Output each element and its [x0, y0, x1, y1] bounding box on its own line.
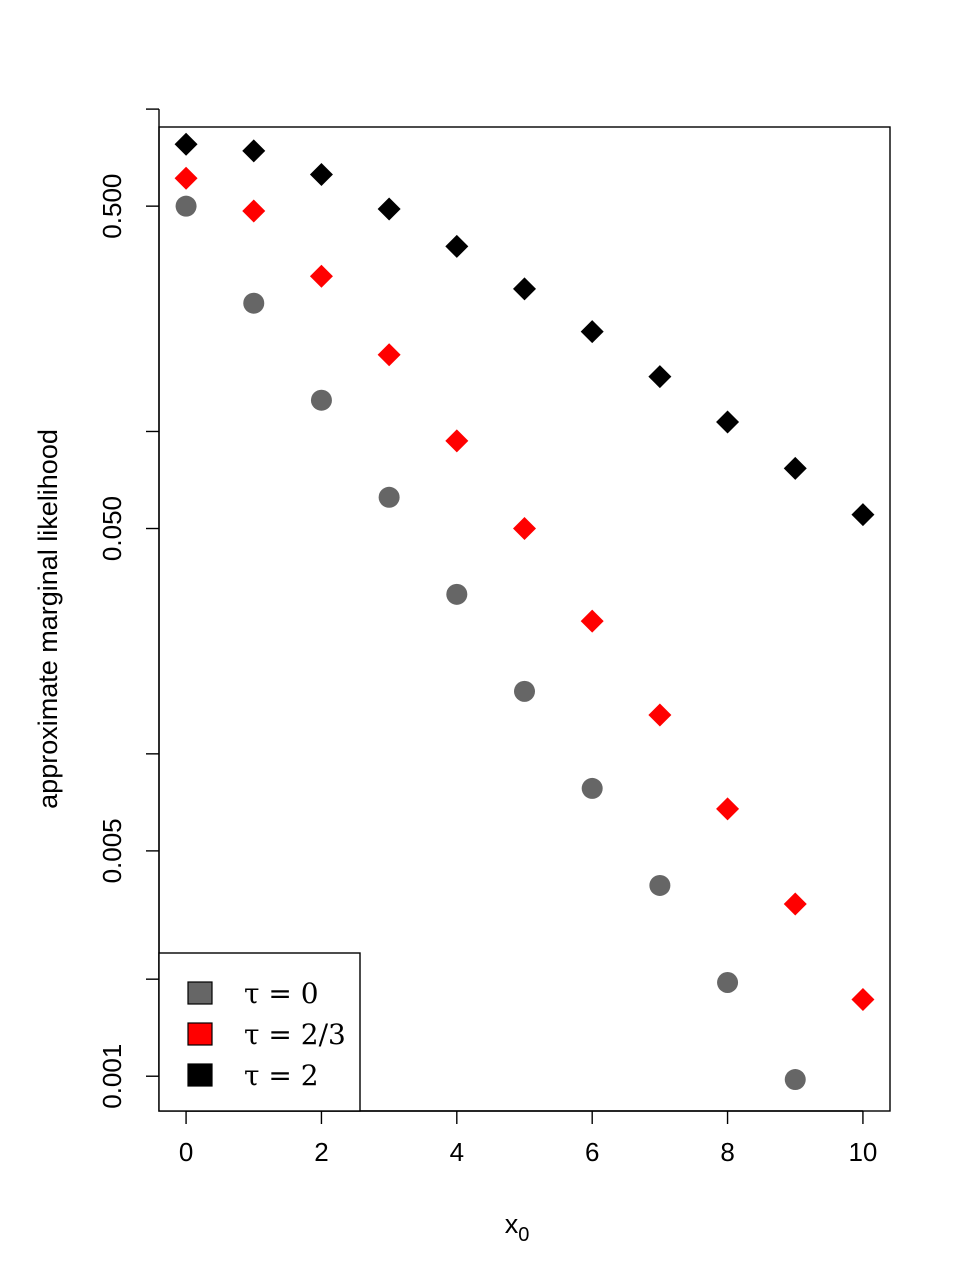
x-axis-label: x0	[505, 1209, 530, 1246]
x-tick-label: 4	[450, 1137, 464, 1167]
x-axis-label-subscript: 0	[518, 1224, 529, 1246]
y-axis: 0.001 0.005 0.050 0.500	[97, 108, 160, 1109]
legend: τ = 0 τ = 2/3 τ = 2	[158, 952, 361, 1112]
data-point	[580, 609, 604, 633]
data-point	[649, 874, 671, 896]
x-tick-label: 10	[848, 1137, 877, 1167]
data-point	[716, 410, 740, 434]
data-point	[783, 456, 807, 480]
data-point	[174, 166, 198, 190]
legend-swatch	[187, 981, 213, 1005]
data-point	[851, 503, 875, 527]
data-point	[377, 343, 401, 367]
y-axis-label: approximate marginal likelihood	[33, 429, 63, 809]
y-tick-label: 0.005	[97, 818, 127, 883]
x-tick-label: 0	[179, 1137, 193, 1167]
data-point	[242, 199, 266, 223]
data-point	[309, 264, 333, 288]
data-point	[784, 1069, 806, 1091]
x-axis-label-main: x	[505, 1209, 519, 1239]
x-tick-label: 2	[314, 1137, 328, 1167]
data-point	[310, 389, 332, 411]
data-point	[648, 703, 672, 727]
data-point	[581, 777, 603, 799]
data-point	[378, 486, 400, 508]
y-tick-label: 0.050	[97, 496, 127, 561]
data-point	[580, 320, 604, 344]
data-point	[377, 197, 401, 221]
data-point	[513, 277, 536, 301]
legend-label: τ = 2	[244, 1059, 319, 1092]
data-point	[513, 517, 536, 541]
data-point	[717, 971, 739, 993]
series-0	[175, 195, 806, 1091]
data-points	[174, 132, 875, 1091]
y-tick-label: 0.001	[97, 1044, 127, 1109]
legend-swatch	[187, 1022, 213, 1046]
data-point	[174, 132, 198, 156]
data-point	[243, 292, 265, 314]
series-1	[174, 166, 875, 1011]
data-point	[648, 365, 672, 389]
data-point	[783, 892, 807, 916]
legend-label: τ = 2/3	[244, 1018, 346, 1051]
data-point	[446, 583, 468, 605]
data-point	[851, 987, 875, 1011]
data-point	[716, 797, 740, 821]
x-tick-label: 6	[585, 1137, 599, 1167]
data-point	[445, 234, 469, 258]
x-axis: 0 2 4 6 8 10	[179, 1110, 877, 1167]
y-tick-label: 0.500	[97, 174, 127, 239]
data-point	[445, 429, 469, 453]
legend-swatch	[187, 1063, 213, 1087]
series-2	[174, 132, 875, 527]
x-tick-label: 8	[720, 1137, 734, 1167]
data-point	[514, 680, 535, 702]
data-point	[309, 162, 333, 186]
legend-label: τ = 0	[244, 977, 319, 1010]
data-point	[242, 139, 266, 163]
data-point	[175, 195, 197, 217]
